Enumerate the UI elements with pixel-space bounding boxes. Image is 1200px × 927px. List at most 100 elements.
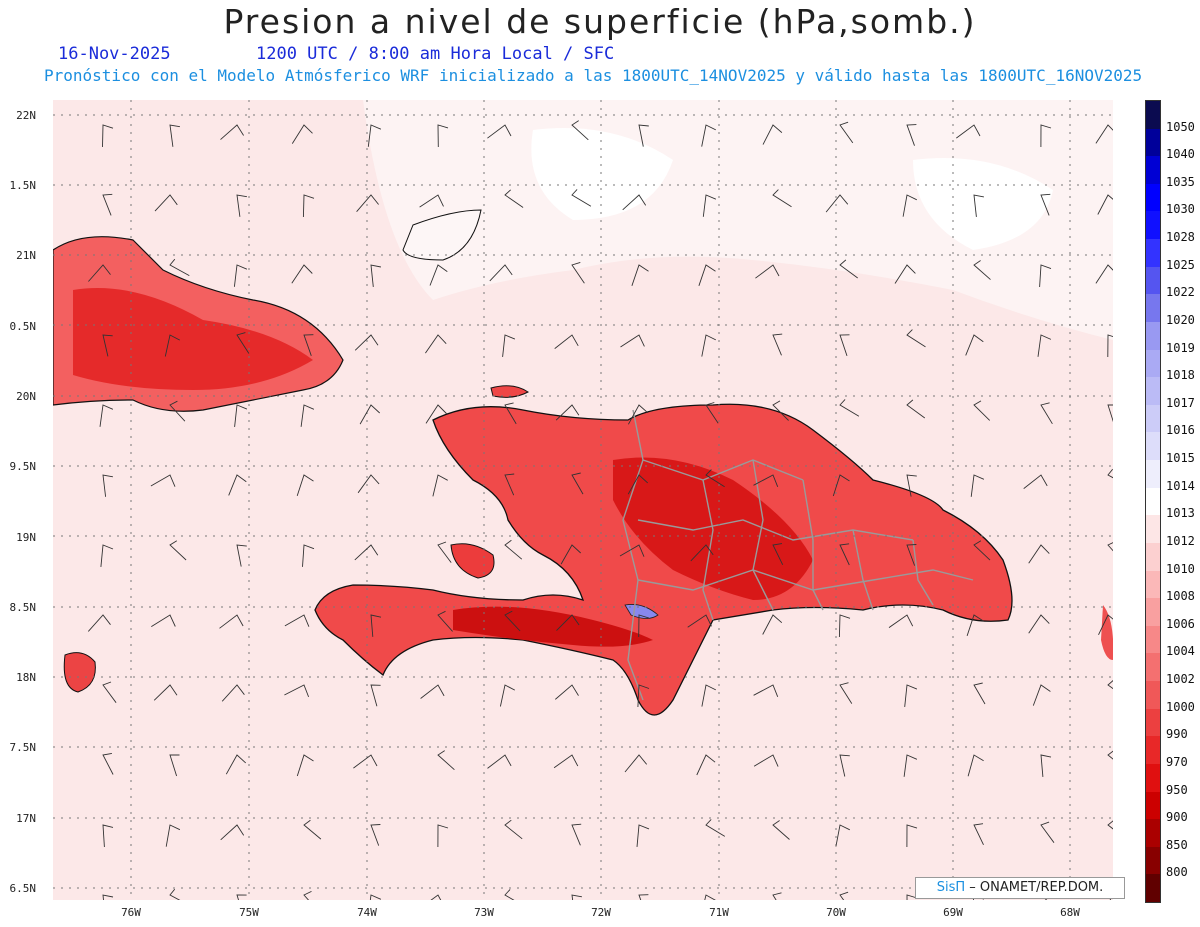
wind-barb — [906, 474, 917, 497]
wind-barb — [1097, 194, 1113, 215]
colorbar-segment — [1146, 266, 1160, 295]
wind-barb — [303, 819, 322, 840]
wind-barb — [88, 264, 111, 282]
colorbar-segment — [1146, 846, 1160, 875]
colorbar-segment — [1146, 515, 1160, 544]
wind-barb — [169, 540, 187, 561]
wind-barb — [487, 754, 512, 769]
wind-barb — [571, 189, 592, 207]
wind-barb — [888, 614, 914, 628]
wind-barb — [772, 400, 789, 421]
wind-barb — [165, 824, 181, 847]
wind-barb — [369, 894, 382, 900]
colorbar-label: 900 — [1166, 810, 1188, 825]
wind-barb — [233, 264, 248, 287]
colorbar-segment — [1146, 598, 1160, 627]
wind-barb — [220, 824, 245, 841]
colorbar-segment — [1146, 183, 1160, 212]
lon-label: 75W — [239, 906, 259, 919]
wind-barb — [102, 681, 117, 703]
colorbar-segment — [1146, 736, 1160, 765]
colorbar-label: 1006 — [1166, 616, 1195, 631]
wind-barb — [1028, 614, 1050, 634]
wind-barb — [504, 539, 523, 560]
valid-time: 1200 UTC / 8:00 am Hora Local / SFC — [256, 44, 615, 64]
colorbar-label: 1020 — [1166, 312, 1195, 327]
wind-barb — [219, 614, 244, 629]
wind-barb — [772, 892, 782, 900]
lat-label: 17N — [16, 812, 36, 825]
colorbar-label: 1019 — [1166, 340, 1195, 355]
wind-barb — [555, 404, 580, 421]
wind-barb — [236, 332, 250, 354]
lon-label: 72W — [591, 906, 611, 919]
wind-barb — [502, 334, 516, 357]
wind-barb — [839, 754, 850, 777]
high-pressure-patch — [913, 158, 1053, 250]
wind-barb — [1107, 750, 1113, 760]
wind-barb — [504, 610, 521, 632]
wind-barb — [906, 329, 926, 348]
colorbar-segment — [1146, 128, 1160, 157]
colorbar-label: 1040 — [1166, 147, 1195, 162]
wind-barb — [903, 754, 918, 777]
colorbar-label: 1008 — [1166, 589, 1195, 604]
wind-barb — [690, 544, 714, 562]
colorbar-label: 950 — [1166, 782, 1188, 797]
colorbar-label: 1012 — [1166, 533, 1195, 548]
wind-barb — [894, 264, 916, 284]
wind-barb — [425, 404, 447, 424]
colorbar-segment — [1146, 487, 1160, 516]
wind-barb — [1098, 614, 1113, 635]
lat-label: 20N — [16, 390, 36, 403]
wind-barb — [1040, 402, 1053, 425]
wind-barb — [973, 400, 991, 421]
wind-barb — [973, 260, 991, 280]
wind-barb — [1028, 544, 1050, 564]
wind-barb — [753, 754, 779, 767]
colorbar-label: 1016 — [1166, 423, 1195, 438]
wind-barb — [902, 194, 917, 217]
lon-label: 70W — [826, 906, 846, 919]
gonave-island — [450, 543, 495, 579]
wind-barb — [571, 894, 582, 900]
wind-barb — [169, 124, 180, 147]
wind-barb — [772, 820, 790, 840]
wind-barb — [284, 684, 310, 698]
colorbar-segment — [1146, 763, 1160, 792]
lon-label: 74W — [357, 906, 377, 919]
wind-barb — [701, 334, 717, 357]
wind-barb — [702, 194, 717, 217]
lat-label: 6.5N — [9, 882, 37, 895]
credit-text: – ONAMET/REP.DOM. — [969, 880, 1104, 895]
wind-barb — [973, 823, 984, 845]
wind-barb — [1040, 193, 1051, 216]
colorbar-label: 1022 — [1166, 285, 1195, 300]
wind-barb — [973, 682, 986, 705]
wind-barb — [705, 402, 719, 424]
wind-barb — [437, 750, 455, 771]
wind-barb — [687, 614, 712, 628]
wind-barb — [153, 684, 178, 701]
colorbar-label: 1017 — [1166, 395, 1195, 410]
colorbar-segment — [1146, 791, 1160, 820]
wind-barb — [1039, 264, 1052, 288]
colorbar-label: 1002 — [1166, 672, 1195, 687]
wind-barb — [354, 544, 379, 561]
wind-barb — [839, 891, 849, 900]
wind-barb — [762, 614, 783, 635]
wind-barb — [1023, 474, 1048, 489]
wind-barb — [906, 824, 918, 848]
colorbar-label: 850 — [1166, 837, 1188, 852]
wind-barb — [1107, 680, 1113, 690]
credit-box: SisΠ – ONAMET/REP.DOM. — [915, 877, 1125, 899]
wind-barb — [357, 474, 380, 494]
colorbar-label: 800 — [1166, 865, 1188, 880]
wind-barb — [302, 194, 315, 218]
hispaniola-core — [453, 606, 653, 647]
wind-barb — [835, 824, 850, 847]
wind-barb — [553, 754, 579, 769]
wind-barb — [1032, 684, 1051, 706]
lat-label: 8.5N — [9, 601, 37, 614]
colorbar-segment — [1146, 432, 1160, 461]
